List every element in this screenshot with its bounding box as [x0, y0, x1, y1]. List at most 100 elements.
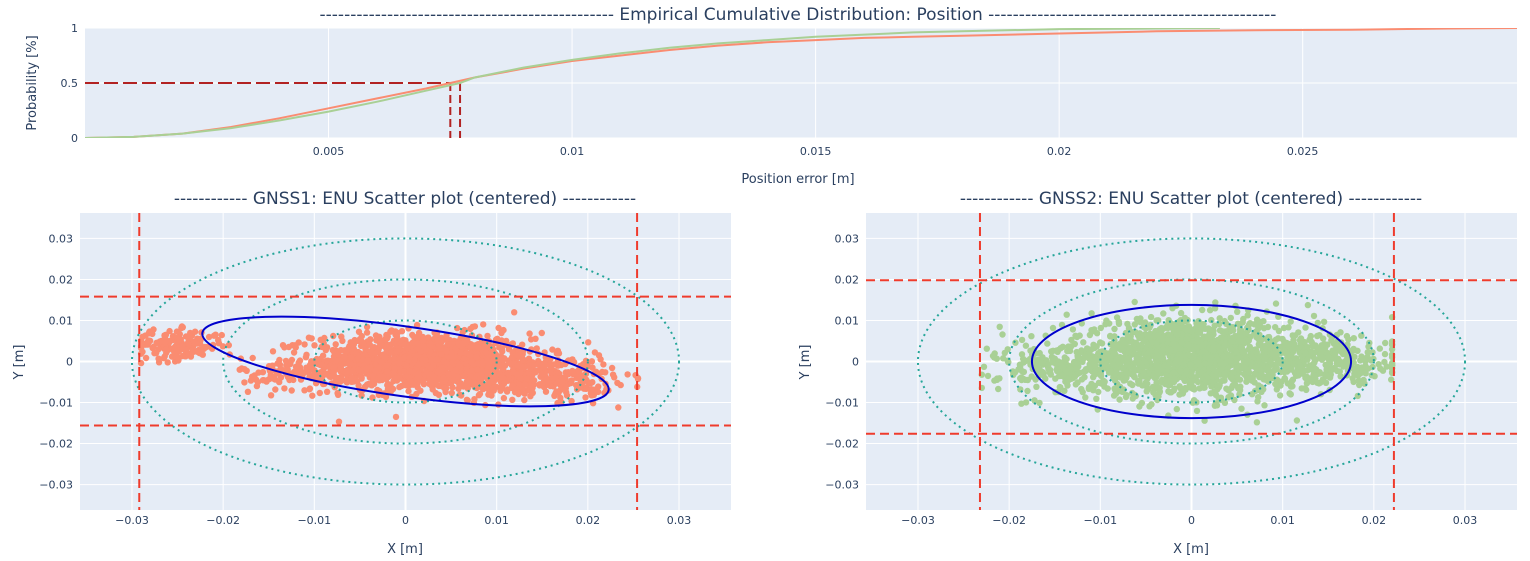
scatter-point [1169, 305, 1176, 312]
ecdf-x-axis-label: Position error [m] [741, 172, 854, 187]
scatter-point [1178, 338, 1185, 346]
scatter-point [1061, 387, 1068, 394]
scatter-point [558, 399, 565, 406]
scatter-point [1201, 360, 1209, 367]
error-circle [313, 319, 498, 404]
scatter-point [584, 363, 591, 370]
scatter-point [358, 373, 365, 381]
scatter-point [359, 339, 366, 346]
scatter-point [1071, 340, 1079, 348]
scatter-point [1082, 394, 1089, 401]
scatter-point [602, 369, 609, 376]
scatter-point [1322, 379, 1330, 386]
y-tick-label: −0.02 [825, 438, 859, 451]
scatter-point [588, 386, 596, 393]
scatter-point [448, 389, 455, 397]
scatter-point [1280, 368, 1287, 375]
scatter-point [1314, 379, 1321, 386]
scatter-point [1116, 396, 1123, 403]
scatter-point [1256, 336, 1264, 343]
scatter-point [1199, 306, 1206, 314]
scatter-point [1059, 343, 1067, 350]
scatter-point [1085, 355, 1093, 362]
scatter-point [1133, 315, 1141, 323]
scatter-point [1177, 356, 1185, 363]
scatter-point [363, 329, 371, 336]
scatter-point [241, 379, 248, 386]
scatter-point [533, 345, 540, 352]
scatter-point [263, 377, 271, 384]
scatter-point [492, 372, 499, 380]
scatter-point [1018, 400, 1025, 407]
scatter-point [1260, 386, 1267, 393]
scatter-point [1337, 329, 1344, 336]
scatter-point [1231, 396, 1238, 404]
gnss2-title: ------------ GNSS2: ENU Scatter plot (ce… [960, 189, 1422, 209]
ecdf-title: ----------------------------------------… [320, 5, 1277, 25]
scatter-point [449, 384, 456, 391]
scatter-point [509, 396, 516, 403]
scatter-point [461, 355, 468, 362]
scatter-point [1193, 358, 1201, 366]
scatter-point [1194, 378, 1202, 386]
scatter-point [1039, 354, 1046, 361]
error-circle [1099, 319, 1284, 404]
scatter-point [1305, 362, 1313, 370]
scatter-point [1281, 338, 1288, 346]
y-tick-label: 0.03 [835, 232, 860, 245]
scatter-point [499, 374, 506, 381]
scatter-point [1122, 374, 1130, 381]
scatter-point [1187, 384, 1195, 391]
scatter-point [1092, 355, 1100, 363]
x-tick-label: 0.03 [667, 514, 692, 527]
error-circle [130, 237, 681, 486]
scatter-point [1209, 378, 1217, 385]
scatter-point [995, 385, 1002, 393]
x-tick-label: 0 [1188, 514, 1195, 527]
scatter-point [594, 388, 602, 396]
scatter-point [1360, 376, 1367, 384]
scatter-point [1106, 354, 1113, 361]
scatter-point [364, 357, 372, 365]
scatter-point [1097, 339, 1104, 346]
scatter-point [585, 339, 592, 346]
scatter-point [1107, 341, 1114, 348]
scatter-point [1107, 333, 1114, 340]
scatter-point [139, 333, 146, 340]
scatter-point [1265, 333, 1273, 341]
scatter-point [1154, 332, 1162, 339]
scatter-point [1287, 383, 1295, 390]
scatter-point [498, 356, 506, 363]
scatter-point [1073, 333, 1081, 341]
scatter-point [1273, 364, 1280, 372]
scatter-point [1121, 345, 1128, 352]
scatter-point [1110, 349, 1117, 357]
scatter-point [1211, 322, 1218, 329]
scatter-point [1212, 299, 1219, 306]
scatter-point [1069, 326, 1077, 333]
gnss1-y-ticks: −0.03 −0.02 −0.01 0 0.01 0.02 0.03 [39, 232, 73, 491]
scatter-point [1189, 399, 1197, 406]
scatter-point [355, 355, 362, 362]
scatter-point [420, 381, 428, 388]
scatter-point [417, 348, 425, 355]
scatter-point [1195, 338, 1202, 345]
scatter-point [1153, 317, 1160, 324]
scatter-point [457, 349, 464, 356]
scatter-point [1212, 372, 1220, 380]
scatter-point [483, 385, 491, 392]
scatter-point [1147, 313, 1155, 321]
ecdf-series [85, 28, 1517, 138]
scatter-point [443, 347, 450, 354]
scatter-point [1150, 373, 1157, 380]
scatter-point [1304, 356, 1311, 363]
scatter-point [1287, 391, 1295, 398]
x-tick-label: 0.01 [1270, 514, 1295, 527]
scatter-point [1304, 301, 1312, 309]
scatter-point [337, 365, 345, 372]
gnss2-x-ticks: −0.03 −0.02 −0.01 0 0.01 0.02 0.03 [901, 514, 1477, 527]
scatter-point [500, 394, 508, 402]
scatter-point [405, 387, 412, 395]
scatter-point [1245, 337, 1253, 344]
scatter-point [455, 362, 463, 369]
